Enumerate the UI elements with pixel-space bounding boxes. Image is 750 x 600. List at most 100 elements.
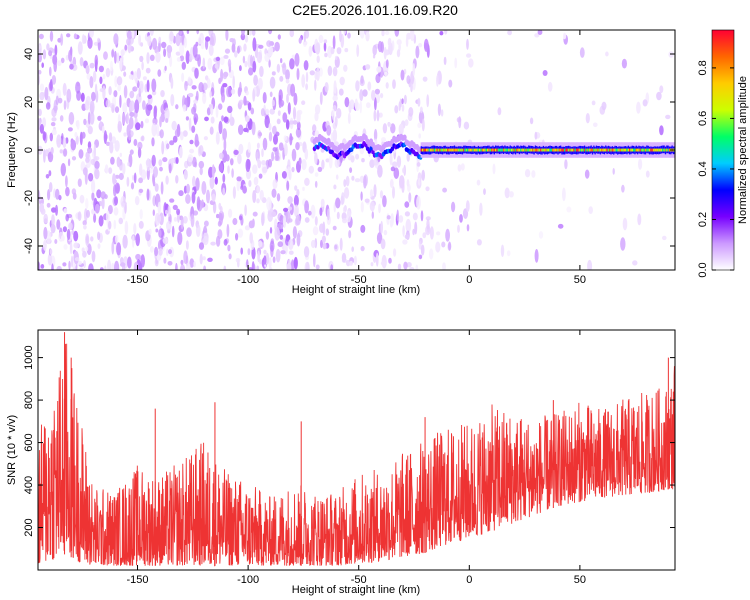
- heatmap-cell: [79, 267, 84, 270]
- heatmap-cell: [285, 211, 291, 224]
- heatmap-cell: [105, 210, 110, 223]
- heatmap-cell: [533, 148, 536, 152]
- heatmap-cell: [277, 110, 281, 116]
- heatmap-cell: [38, 73, 41, 86]
- heatmap-cell: [146, 158, 151, 172]
- heatmap-cell: [226, 223, 230, 238]
- heatmap-cell: [113, 219, 117, 230]
- heatmap-cell: [583, 148, 587, 152]
- heatmap-cell: [243, 95, 247, 106]
- heatmap-cell: [74, 131, 78, 138]
- heatmap-cell: [346, 259, 351, 267]
- heatmap-cell: [209, 90, 212, 98]
- heatmap-cell: [282, 62, 287, 75]
- heatmap-cell: [110, 60, 113, 72]
- heatmap-cell: [257, 77, 263, 90]
- heatmap-cell: [195, 224, 201, 237]
- heatmap-cell: [116, 52, 120, 64]
- heatmap-cell: [132, 86, 138, 92]
- heatmap-cell: [146, 52, 150, 64]
- heatmap-cell: [56, 219, 61, 230]
- heatmap-cell: [147, 104, 153, 111]
- heatmap-cell: [112, 173, 116, 185]
- heatmap-cell: [403, 94, 407, 105]
- heatmap-cell: [218, 212, 223, 226]
- heatmap-cell: [338, 88, 344, 96]
- heatmap-cell: [412, 212, 418, 221]
- heatmap-cell: [136, 67, 141, 80]
- colorbar-ticks: 0.0 0.2 0.4 0.6 0.8: [697, 60, 734, 278]
- heatmap-cell: [230, 158, 234, 166]
- heatmap-cell: [491, 148, 494, 152]
- heatmap-cell: [204, 220, 209, 227]
- heatmap-cell: [238, 143, 244, 155]
- heatmap-cell: [274, 41, 280, 52]
- heatmap-cell: [132, 174, 135, 181]
- heatmap-cell: [49, 132, 53, 142]
- heatmap-cell: [303, 40, 308, 46]
- heatmap-cell: [307, 210, 312, 216]
- heatmap-cell: [105, 99, 111, 108]
- snr-y-label: SNR (10 * v/v): [6, 415, 18, 485]
- heatmap-cell: [115, 234, 119, 244]
- heatmap-cell: [327, 208, 330, 221]
- heatmap-cell: [238, 99, 244, 106]
- heatmap-cell: [135, 122, 141, 131]
- heatmap-cell: [390, 213, 395, 226]
- heatmap-cell: [321, 235, 326, 243]
- heatmap-cell: [186, 227, 192, 238]
- heatmap-cell: [87, 125, 93, 135]
- heatmap-cell: [315, 42, 321, 55]
- heatmap-cell: [323, 42, 327, 52]
- heatmap-cell: [264, 115, 270, 129]
- heatmap-cell: [185, 50, 190, 64]
- heatmap-cell: [178, 190, 184, 197]
- heatmap-cell: [187, 154, 194, 163]
- heatmap-cell: [247, 141, 251, 153]
- heatmap-cell: [42, 49, 47, 60]
- y-tick-label: -20: [23, 190, 35, 206]
- heatmap-cell: [208, 44, 214, 56]
- heatmap-cell: [376, 66, 382, 73]
- heatmap-cell: [526, 148, 529, 152]
- heatmap-cell: [342, 217, 348, 224]
- heatmap-cell: [322, 242, 327, 250]
- heatmap-cell: [203, 265, 206, 270]
- heatmap-cell: [151, 154, 156, 167]
- heatmap-cell: [296, 189, 300, 197]
- heatmap-cell: [76, 90, 82, 101]
- heatmap-cell: [292, 120, 298, 125]
- heatmap-cell: [92, 70, 97, 83]
- heatmap-cell: [531, 170, 536, 178]
- heatmap-cell: [412, 228, 415, 236]
- heatmap-cell: [51, 214, 55, 227]
- heatmap-cell: [102, 125, 105, 134]
- heatmap-cell: [85, 64, 90, 75]
- heatmap-cell: [351, 175, 355, 181]
- heatmap-cell: [218, 202, 222, 210]
- heatmap-cell: [587, 148, 591, 152]
- heatmap-cell: [97, 37, 101, 43]
- heatmap-cell: [279, 214, 285, 225]
- heatmap-cell: [242, 55, 246, 64]
- heatmap-cell: [655, 148, 658, 152]
- heatmap-cell: [206, 189, 210, 204]
- heatmap-cell: [81, 131, 86, 139]
- heatmap-cell: [59, 115, 64, 122]
- heatmap-cell: [128, 133, 132, 141]
- heatmap-cell: [107, 204, 113, 215]
- x-tick-label: -50: [351, 274, 367, 286]
- heatmap-cell: [593, 148, 596, 152]
- heatmap-cell: [312, 226, 319, 236]
- heatmap-cell: [88, 172, 94, 182]
- heatmap-cell: [405, 36, 409, 48]
- heatmap-cell: [562, 187, 566, 202]
- heatmap-cell: [94, 160, 100, 170]
- heatmap-cell: [221, 115, 224, 122]
- heatmap-cell: [336, 108, 342, 119]
- heatmap-cell: [87, 112, 91, 125]
- heatmap-cell: [173, 217, 178, 222]
- heatmap-cell: [283, 207, 289, 212]
- heatmap-cell: [373, 109, 377, 122]
